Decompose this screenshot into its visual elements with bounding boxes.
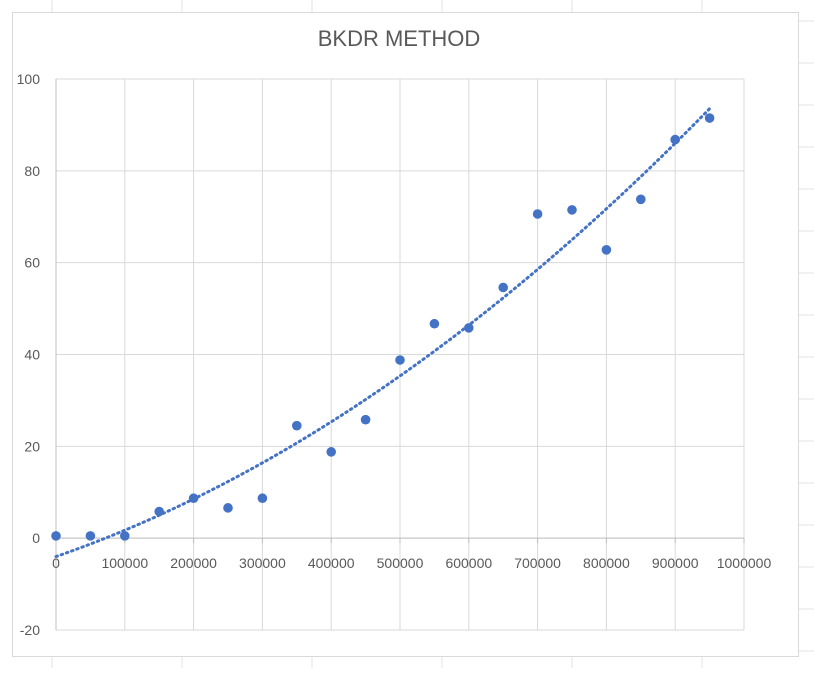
y-tick-label: 100 bbox=[17, 71, 41, 87]
data-point[interactable] bbox=[292, 420, 302, 431]
data-point[interactable] bbox=[636, 194, 646, 205]
y-axis-tick-labels: -20 0 20 40 60 80 100 bbox=[17, 71, 41, 638]
data-point[interactable] bbox=[498, 282, 509, 293]
data-point[interactable] bbox=[704, 113, 715, 123]
data-point[interactable] bbox=[120, 531, 130, 541]
y-tick-label: 60 bbox=[24, 255, 40, 271]
data-point[interactable] bbox=[51, 531, 61, 541]
chart-title: BKDR METHOD bbox=[318, 26, 481, 51]
chart-frame[interactable] bbox=[12, 12, 799, 657]
x-tick-label: 1000000 bbox=[717, 555, 772, 571]
data-point[interactable] bbox=[188, 493, 199, 504]
data-point[interactable] bbox=[670, 134, 680, 145]
x-tick-label: 0 bbox=[52, 555, 60, 571]
x-tick-label: 700000 bbox=[514, 555, 561, 571]
data-point[interactable] bbox=[395, 355, 405, 365]
data-point[interactable] bbox=[326, 447, 337, 457]
y-tick-label: 0 bbox=[32, 530, 40, 546]
y-tick-label: -20 bbox=[20, 622, 40, 638]
data-point[interactable] bbox=[85, 531, 96, 541]
x-tick-label: 900000 bbox=[652, 555, 699, 571]
data-point[interactable] bbox=[429, 318, 440, 329]
data-points bbox=[51, 113, 715, 541]
y-tick-label: 40 bbox=[24, 347, 40, 363]
x-tick-label: 400000 bbox=[308, 555, 355, 571]
x-tick-label: 200000 bbox=[170, 555, 217, 571]
x-axis-tick-labels: 0 100000 200000 300000 400000 500000 600000 700… bbox=[52, 555, 771, 571]
data-point[interactable] bbox=[601, 245, 612, 255]
x-tick-label: 300000 bbox=[239, 555, 286, 571]
trendline-group bbox=[54, 107, 712, 559]
data-point[interactable] bbox=[257, 493, 268, 504]
data-point[interactable] bbox=[464, 323, 474, 333]
data-point[interactable] bbox=[223, 503, 233, 513]
data-point[interactable] bbox=[532, 209, 543, 219]
x-tick-label: 500000 bbox=[377, 555, 424, 571]
y-tick-label: 20 bbox=[24, 438, 40, 454]
data-point[interactable] bbox=[567, 205, 577, 215]
trendline bbox=[54, 107, 712, 559]
data-point[interactable] bbox=[360, 414, 371, 425]
x-tick-label: 100000 bbox=[101, 555, 148, 571]
x-tick-label: 600000 bbox=[445, 555, 492, 571]
x-tick-label: 800000 bbox=[583, 555, 630, 571]
data-point[interactable] bbox=[154, 506, 164, 517]
y-tick-label: 80 bbox=[24, 163, 40, 179]
